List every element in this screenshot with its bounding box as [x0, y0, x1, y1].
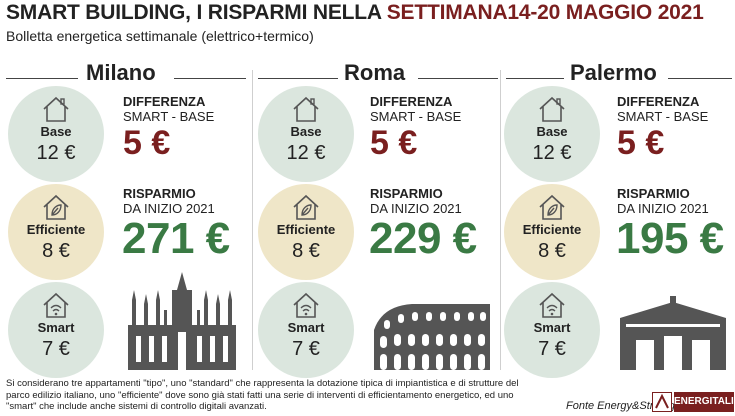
- difference-value: 5 €: [617, 124, 665, 162]
- difference-title: DIFFERENZA: [123, 94, 206, 109]
- source-credit: Fonte Energy&Strategy: [566, 400, 681, 412]
- house-wifi-icon: [539, 292, 565, 318]
- difference-title: DIFFERENZA: [617, 94, 700, 109]
- savings-subtitle: DA INIZIO 2021: [370, 201, 462, 216]
- house-leaf-icon: [539, 194, 565, 220]
- base-value: 12 €: [36, 142, 76, 164]
- title-highlight: SETTIMANA14-20 MAGGIO 2021: [386, 1, 704, 24]
- savings-title: RISPARMIO: [617, 186, 690, 201]
- savings-subtitle: DA INIZIO 2021: [123, 201, 215, 216]
- house-leaf-icon: [293, 194, 319, 220]
- house-icon: [43, 96, 69, 122]
- smart-circle: Smart 7 €: [258, 282, 354, 378]
- city-name-palermo: Palermo: [570, 60, 657, 85]
- efficient-label: Efficiente: [276, 222, 336, 237]
- smart-circle: Smart 7 €: [8, 282, 104, 378]
- smart-label: Smart: [37, 320, 75, 335]
- smart-label: Smart: [533, 320, 571, 335]
- palermo-gate-icon: [620, 296, 726, 370]
- city-name-milano: Milano: [86, 60, 156, 85]
- smart-circle: Smart 7 €: [504, 282, 600, 378]
- savings-value: 195 €: [616, 214, 724, 263]
- house-wifi-icon: [293, 292, 319, 318]
- energitalia-logo: ENERGITALIA: [652, 392, 734, 412]
- efficient-circle: Efficiente 8 €: [504, 184, 600, 280]
- savings-title: RISPARMIO: [370, 186, 443, 201]
- efficient-value: 8 €: [538, 240, 566, 262]
- city-header-milano: Milano: [6, 60, 246, 85]
- city-name-roma: Roma: [344, 60, 406, 85]
- base-value: 12 €: [532, 142, 572, 164]
- difference-value: 5 €: [123, 124, 171, 162]
- base-circle: Base 12 €: [504, 86, 600, 182]
- colosseum-icon: [374, 304, 490, 370]
- column-divider: [252, 70, 253, 370]
- efficient-value: 8 €: [292, 240, 320, 262]
- base-circle: Base 12 €: [8, 86, 104, 182]
- city-header-palermo: Palermo: [506, 60, 734, 85]
- difference-subtitle: SMART - BASE: [370, 109, 462, 124]
- milan-cathedral-icon: [128, 272, 236, 370]
- efficient-label: Efficiente: [522, 222, 582, 237]
- difference-subtitle: SMART - BASE: [617, 109, 709, 124]
- base-label: Base: [290, 124, 322, 139]
- city-header-roma: Roma: [258, 60, 498, 85]
- base-label: Base: [40, 124, 72, 139]
- base-circle: Base 12 €: [258, 86, 354, 182]
- efficient-label: Efficiente: [26, 222, 86, 237]
- logo-text: ENERGITALIA: [674, 392, 734, 412]
- difference-value: 5 €: [370, 124, 418, 162]
- page-subtitle: Bolletta energetica settimanale (elettri…: [6, 28, 314, 44]
- savings-subtitle: DA INIZIO 2021: [617, 201, 709, 216]
- smart-value: 7 €: [42, 338, 70, 360]
- savings-value: 271 €: [122, 214, 230, 263]
- house-wifi-icon: [43, 292, 69, 318]
- logo-mark-icon: [652, 392, 672, 412]
- difference-title: DIFFERENZA: [370, 94, 453, 109]
- house-icon: [293, 96, 319, 122]
- savings-title: RISPARMIO: [123, 186, 196, 201]
- efficient-circle: Efficiente 8 €: [258, 184, 354, 280]
- house-icon: [539, 96, 565, 122]
- difference-subtitle: SMART - BASE: [123, 109, 215, 124]
- efficient-circle: Efficiente 8 €: [8, 184, 104, 280]
- efficient-value: 8 €: [42, 240, 70, 262]
- base-label: Base: [536, 124, 568, 139]
- smart-value: 7 €: [292, 338, 320, 360]
- page-title: SMART BUILDING, I RISPARMI NELLA SETTIMA…: [6, 1, 704, 24]
- house-leaf-icon: [43, 194, 69, 220]
- methodology-note: Si considerano tre appartamenti "tipo", …: [6, 378, 519, 412]
- column-divider: [500, 70, 501, 370]
- smart-value: 7 €: [538, 338, 566, 360]
- base-value: 12 €: [286, 142, 326, 164]
- smart-label: Smart: [287, 320, 325, 335]
- savings-value: 229 €: [369, 214, 477, 263]
